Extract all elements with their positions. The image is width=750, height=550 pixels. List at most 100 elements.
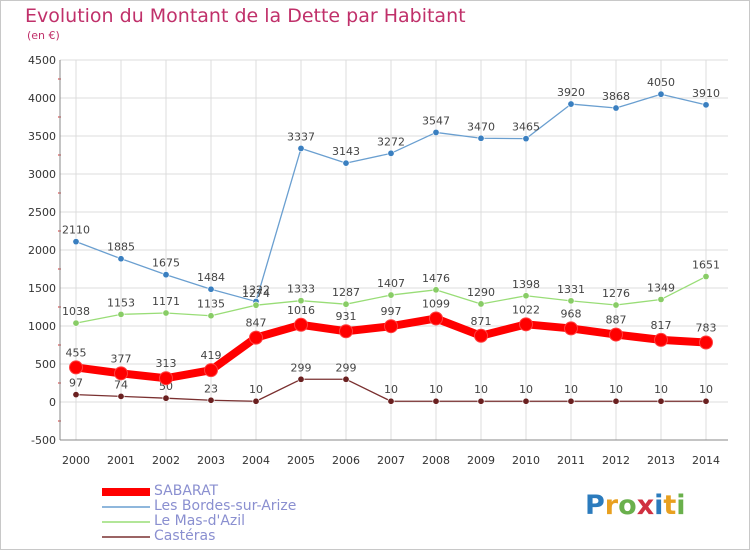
data-point bbox=[702, 273, 710, 281]
data-label: 10 bbox=[384, 383, 398, 396]
data-label: 10 bbox=[249, 383, 263, 396]
x-tick-label: 2006 bbox=[332, 454, 360, 467]
data-label: 10 bbox=[564, 383, 578, 396]
legend-label-casteras: Castéras bbox=[154, 528, 216, 544]
data-label: 1274 bbox=[242, 287, 270, 300]
legend-label-les-bordes-sur-arize: Les Bordes-sur-Arize bbox=[154, 498, 297, 514]
y-tick-label: 1500 bbox=[28, 282, 56, 295]
data-label: 1153 bbox=[107, 296, 135, 309]
data-label: 23 bbox=[204, 382, 218, 395]
data-label: 968 bbox=[561, 307, 582, 320]
data-label: 3143 bbox=[332, 145, 360, 158]
data-point bbox=[159, 371, 173, 386]
data-point bbox=[432, 286, 440, 294]
y-tick-label: -500 bbox=[31, 434, 56, 447]
data-label: 97 bbox=[69, 377, 83, 390]
data-point bbox=[522, 292, 530, 300]
logo-letter: r bbox=[604, 490, 619, 521]
data-label: 299 bbox=[291, 361, 312, 374]
data-point bbox=[207, 396, 215, 404]
data-label: 1322 bbox=[242, 284, 270, 297]
data-label: 3547 bbox=[422, 114, 450, 127]
logo-letter: o bbox=[618, 490, 637, 521]
x-tick-label: 2004 bbox=[242, 454, 270, 467]
data-point bbox=[249, 330, 263, 345]
data-point bbox=[567, 100, 575, 108]
data-point bbox=[522, 135, 530, 143]
data-label: 10 bbox=[609, 383, 623, 396]
data-label: 313 bbox=[156, 357, 177, 370]
data-point bbox=[567, 397, 575, 405]
data-point bbox=[477, 134, 485, 142]
logo-letter: t bbox=[663, 490, 677, 521]
x-tick-label: 2014 bbox=[692, 454, 720, 467]
x-tick-label: 2002 bbox=[152, 454, 180, 467]
x-tick-label: 2000 bbox=[62, 454, 90, 467]
data-point bbox=[477, 300, 485, 308]
data-point bbox=[162, 394, 170, 402]
data-label: 3868 bbox=[602, 90, 630, 103]
y-tick-label: 4000 bbox=[28, 92, 56, 105]
data-point bbox=[612, 301, 620, 309]
data-label: 10 bbox=[699, 383, 713, 396]
data-point bbox=[387, 149, 395, 157]
data-label: 1407 bbox=[377, 277, 405, 290]
y-tick-label: 0 bbox=[49, 396, 56, 409]
data-point bbox=[252, 397, 260, 405]
data-point bbox=[387, 397, 395, 405]
data-label: 299 bbox=[336, 361, 357, 374]
data-label: 1022 bbox=[512, 303, 540, 316]
data-label: 1287 bbox=[332, 286, 360, 299]
data-label: 3470 bbox=[467, 120, 495, 133]
data-point bbox=[339, 324, 353, 339]
data-point bbox=[702, 397, 710, 405]
data-point bbox=[432, 128, 440, 136]
data-label: 887 bbox=[606, 314, 627, 327]
data-label: 1331 bbox=[557, 283, 585, 296]
data-point bbox=[117, 392, 125, 400]
y-tick-label: 500 bbox=[35, 358, 56, 371]
data-point bbox=[519, 317, 533, 332]
data-label: 1171 bbox=[152, 295, 180, 308]
chart-title: Evolution du Montant de la Dette par Hab… bbox=[25, 5, 466, 27]
data-point bbox=[297, 297, 305, 305]
data-label: 1885 bbox=[107, 241, 135, 254]
data-point bbox=[204, 363, 218, 378]
data-point bbox=[207, 312, 215, 320]
data-point bbox=[297, 144, 305, 152]
data-label: 1651 bbox=[692, 259, 720, 272]
data-label: 1290 bbox=[467, 286, 495, 299]
data-point bbox=[477, 397, 485, 405]
x-tick-label: 2009 bbox=[467, 454, 495, 467]
data-point bbox=[342, 300, 350, 308]
data-label: 1016 bbox=[287, 304, 315, 317]
data-label: 1333 bbox=[287, 283, 315, 296]
data-label: 1349 bbox=[647, 281, 675, 294]
data-point bbox=[699, 335, 713, 350]
y-tick-label: 3000 bbox=[28, 168, 56, 181]
data-point bbox=[69, 360, 83, 375]
data-point bbox=[252, 301, 260, 309]
data-point bbox=[207, 285, 215, 293]
data-label: 419 bbox=[201, 349, 222, 362]
x-tick-label: 2007 bbox=[377, 454, 405, 467]
data-point bbox=[162, 271, 170, 279]
data-point bbox=[567, 297, 575, 305]
proxiti-logo: Proxiti bbox=[585, 490, 686, 521]
data-label: 1038 bbox=[62, 305, 90, 318]
y-tick-label: 1000 bbox=[28, 320, 56, 333]
data-label: 783 bbox=[696, 321, 717, 334]
data-label: 74 bbox=[114, 378, 128, 391]
data-point bbox=[564, 321, 578, 336]
data-label: 3272 bbox=[377, 135, 405, 148]
data-point bbox=[657, 397, 665, 405]
x-tick-label: 2008 bbox=[422, 454, 450, 467]
data-point bbox=[474, 328, 488, 343]
data-point bbox=[72, 391, 80, 399]
data-label: 10 bbox=[474, 383, 488, 396]
data-point bbox=[609, 327, 623, 342]
logo-letter: i bbox=[676, 490, 686, 521]
y-tick-label: 4500 bbox=[28, 54, 56, 67]
logo-letter: x bbox=[636, 490, 655, 521]
data-label: 1675 bbox=[152, 257, 180, 270]
